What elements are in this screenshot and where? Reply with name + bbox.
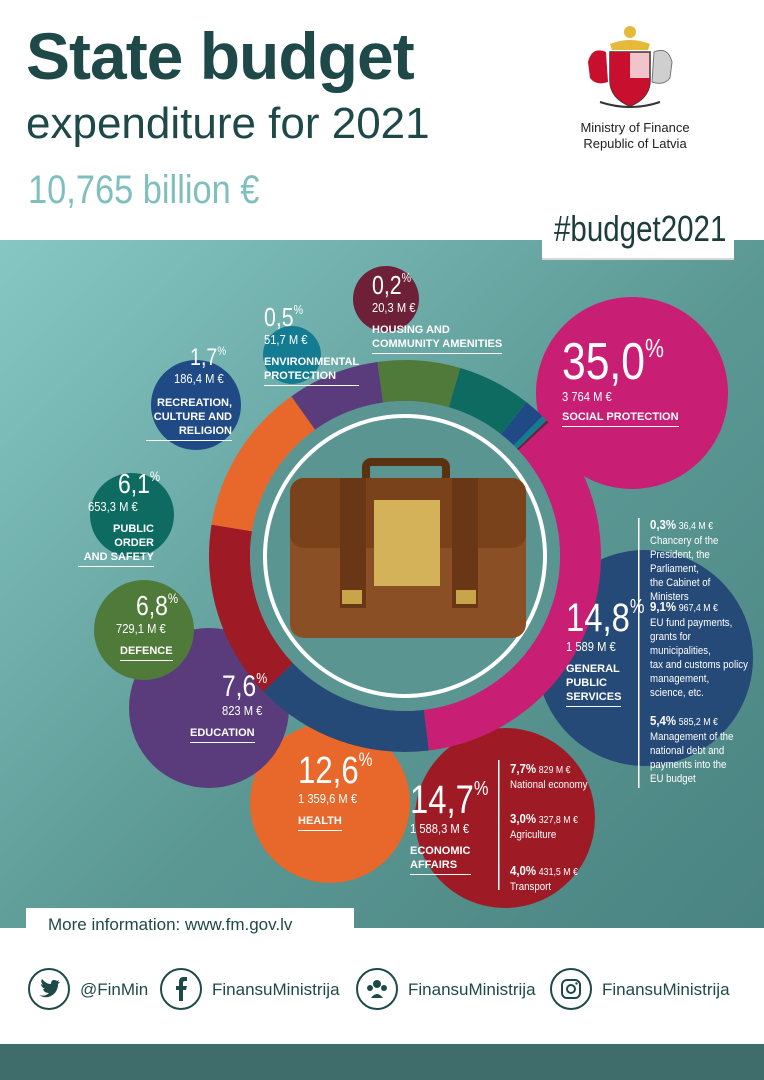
amount-general: 1 589 M € — [566, 639, 616, 654]
more-info-box[interactable]: More information: www.fm.gov.lv — [26, 908, 354, 942]
pct-general: 14,8% — [566, 596, 645, 640]
cat-social: SOCIAL PROTECTION — [562, 410, 679, 427]
label-public-order: 6,1% 653,3 M € PUBLIC ORDER AND SAFETY — [78, 468, 169, 567]
slice-social-protection — [423, 422, 601, 751]
amount-recreation: 186,4 M € — [174, 371, 224, 386]
label-defence: 6,8% 729,1 M € DEFENCE — [112, 590, 187, 661]
cat-defence: DEFENCE — [120, 644, 173, 661]
footer-bar — [0, 1044, 764, 1080]
pct-economic: 14,7% — [410, 778, 489, 822]
slice-education — [291, 361, 384, 430]
amount-environmental: 51,7 M € — [264, 332, 308, 347]
bubble-social-protection — [536, 297, 728, 489]
amount-health: 1 359,6 M € — [298, 791, 358, 806]
bubble-public-order-and-safety — [90, 473, 174, 557]
slice-health — [211, 396, 316, 532]
draugiem-handle[interactable]: FinansuMinistrija — [408, 980, 536, 999]
amount-housing: 20,3 M € — [372, 300, 416, 315]
cat-general: GENERAL PUBLIC SERVICES — [566, 662, 622, 707]
label-economic-affairs: 14,7% 1 588,3 M € ECONOMIC AFFAIRS — [410, 778, 506, 875]
bubble-health — [250, 723, 410, 883]
general-breakdown-divider — [638, 518, 640, 788]
slice-defence — [377, 360, 461, 408]
amount-economic: 1 588,3 M € — [410, 821, 470, 836]
slice-general-public-services — [263, 663, 429, 752]
pct-health: 12,6% — [298, 750, 373, 792]
economic-breakdown-divider — [498, 760, 500, 890]
cat-public-order: PUBLIC ORDER AND SAFETY — [78, 522, 154, 567]
bubble-housing-and-community-amenities — [353, 266, 419, 332]
page-title: State budget — [26, 19, 415, 93]
draugiem-icon[interactable] — [356, 968, 398, 1010]
amount-defence: 729,1 M € — [116, 621, 166, 636]
label-social-protection: 35,0% 3 764 M € SOCIAL PROTECTION — [562, 332, 686, 427]
page-subtitle: expenditure for 2021 — [26, 99, 430, 148]
ministry-line1: Ministry of Finance — [580, 120, 690, 135]
social-row: @FinMin FinansuMinistrija FinansuMinistr… — [0, 968, 764, 1012]
slice-public-order-and-safety — [448, 367, 527, 435]
bubble-environmental-protection — [263, 326, 321, 384]
instagram-icon[interactable] — [550, 968, 592, 1010]
coat-of-arms-icon — [588, 26, 673, 108]
cat-housing: HOUSING AND COMMUNITY AMENITIES — [372, 323, 503, 354]
general-breakdown-3: 5,4% 585,2 M € Management of the nationa… — [650, 713, 734, 786]
total-amount: 10,765 billion € — [28, 168, 260, 212]
ministry-line2: Republic of Latvia — [583, 136, 687, 151]
cat-health: HEALTH — [298, 814, 342, 831]
pct-environmental: 0,5% — [264, 302, 304, 332]
bubble-economic-affairs — [415, 728, 595, 908]
twitter-handle[interactable]: @FinMin — [80, 980, 149, 999]
amount-social: 3 764 M € — [562, 389, 612, 404]
cat-environmental: ENVIRONMENTAL PROTECTION — [264, 355, 360, 386]
facebook-icon[interactable] — [160, 968, 202, 1010]
inner-ring — [263, 414, 547, 698]
slice-recreation-culture-and-religion — [501, 402, 543, 446]
pct-defence: 6,8% — [136, 590, 179, 621]
label-housing: 0,2% 20,3 M € HOUSING AND COMMUNITY AMEN… — [372, 270, 503, 354]
economic-breakdown-3: 4,0% 431,5 M € Transport — [510, 863, 578, 894]
label-recreation: 1,7% 186,4 M € RECREATION, CULTURE AND R… — [146, 344, 234, 441]
label-general-public-services: 14,8% 1 589 M € GENERAL PUBLIC SERVICES — [566, 596, 662, 707]
pct-housing: 0,2% — [372, 270, 412, 300]
slice-housing-and-community-amenities — [517, 420, 549, 451]
pct-social: 35,0% — [562, 332, 664, 391]
slice-economic-affairs — [209, 524, 293, 692]
economic-breakdown-2: 3,0% 327,8 M € Agriculture — [510, 811, 578, 842]
label-education: 7,6% 823 M € EDUCATION — [190, 670, 277, 743]
pct-public-order: 6,1% — [118, 468, 161, 499]
bubble-defence — [94, 580, 194, 680]
slice-environmental-protection — [513, 416, 547, 449]
economic-breakdown-1: 7,7% 829 M € National economy — [510, 761, 588, 792]
twitter-icon[interactable] — [28, 968, 70, 1010]
ministry-name: Ministry of Finance Republic of Latvia — [560, 120, 710, 152]
cat-recreation: RECREATION, CULTURE AND RELIGION — [146, 396, 232, 441]
general-breakdown-1: 0,3% 36,4 M € Chancery of the President,… — [650, 517, 719, 604]
amount-public-order: 653,3 M € — [88, 499, 138, 514]
amount-education: 823 M € — [222, 703, 263, 718]
cat-economic: ECONOMIC AFFAIRS — [410, 844, 471, 875]
briefcase-icon — [290, 458, 526, 638]
cat-education: EDUCATION — [190, 726, 255, 743]
facebook-handle[interactable]: FinansuMinistrija — [212, 980, 340, 999]
label-health: 12,6% 1 359,6 M € HEALTH — [298, 750, 389, 831]
hashtag-box: #budget2021 — [542, 202, 734, 260]
pct-recreation: 1,7% — [190, 344, 227, 371]
label-environmental: 0,5% 51,7 M € ENVIRONMENTAL PROTECTION — [264, 302, 360, 386]
pct-education: 7,6% — [222, 670, 268, 703]
instagram-handle[interactable]: FinansuMinistrija — [602, 980, 730, 999]
more-info-link[interactable]: More information: www.fm.gov.lv — [48, 915, 293, 934]
general-breakdown-2: 9,1% 967,4 M € EU fund payments, grants … — [650, 599, 748, 700]
bubble-recreation-culture-and-religion — [151, 360, 241, 450]
hashtag-text: #budget2021 — [554, 208, 727, 249]
